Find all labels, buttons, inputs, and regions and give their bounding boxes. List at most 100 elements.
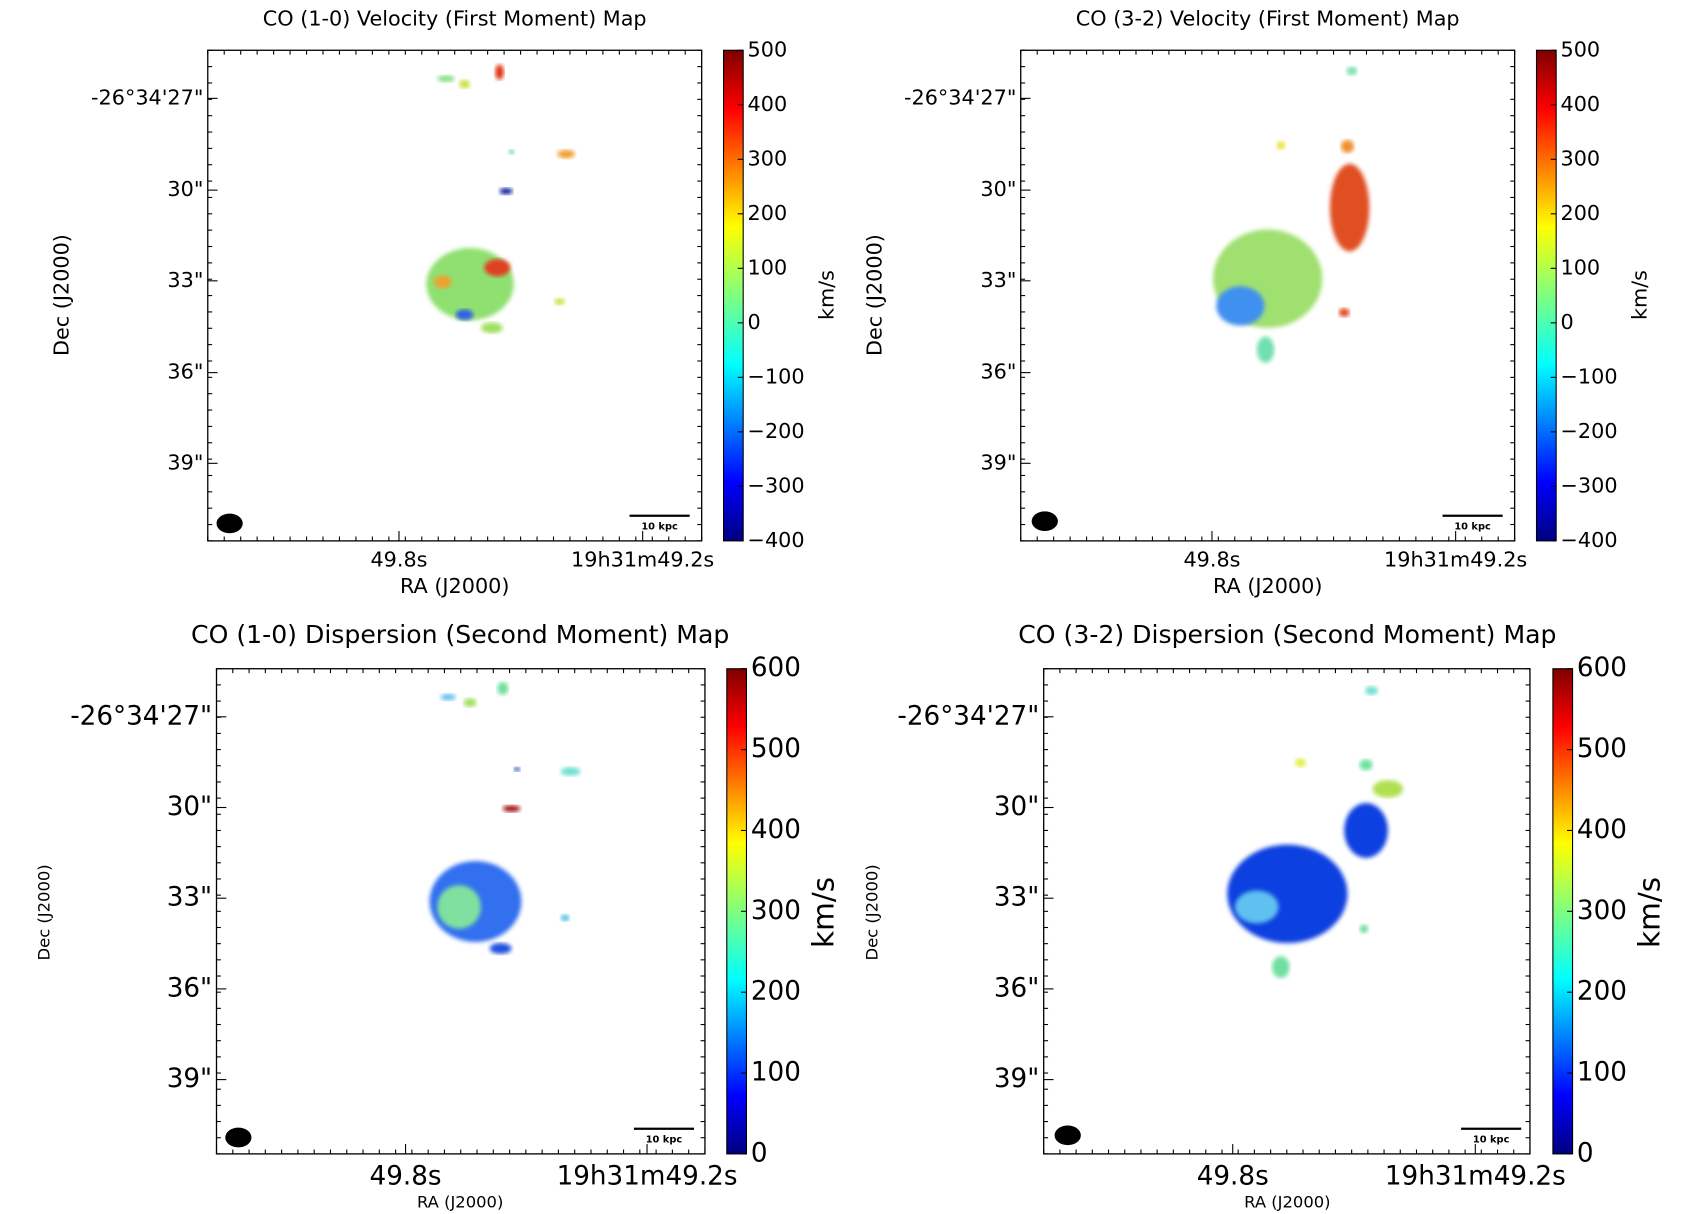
y-tick-label: -26°34'27" [91,85,203,109]
emission-region [1256,336,1275,363]
panel-title: CO (3-2) Dispersion (Second Moment) Map [1018,620,1556,649]
emission-region [560,767,581,776]
y-axis-label: Dec (J2000) [863,864,882,960]
colorbar-tick-label: 0 [751,1138,768,1168]
colorbar-tick-label: 400 [1577,815,1627,845]
emission-region [489,943,512,954]
y-tick-label: 33" [167,883,212,913]
emission-region [480,322,503,334]
colorbar-tick-label: 400 [751,815,801,845]
colorbar-tick-label: −400 [1561,528,1618,552]
emission-region [1346,66,1358,76]
panel-title: CO (1-0) Velocity (First Moment) Map [263,7,647,31]
scale-bar-label: 10 kpc [646,1135,683,1146]
colorbar-tick-label: 300 [748,146,788,170]
colorbar-tick-label: 200 [748,201,788,225]
colorbar-tick-label: −100 [1561,364,1618,388]
x-axis-label: RA (J2000) [417,1193,503,1212]
y-tick-label: 30" [994,792,1039,822]
colorbar-tick-label: 100 [751,1058,801,1088]
x-tick-label: 19h31m49.2s [1384,548,1527,572]
emission-region [502,805,521,812]
emission-region [1372,780,1404,798]
y-tick-label: 33" [980,268,1016,292]
x-tick-label: 49.8s [1197,1161,1269,1191]
colorbar-tick-label: −300 [748,473,805,497]
emission-region [1359,759,1373,771]
x-axis-label: RA (J2000) [1213,574,1322,598]
x-tick-label: 49.8s [370,548,427,572]
emission-region [1344,803,1388,858]
colorbar-label: km/s [807,877,841,948]
beam [1054,1125,1081,1146]
colorbar-tick-label: −400 [748,528,805,552]
colorbar-tick-label: 500 [1561,37,1601,61]
y-tick-label: 36" [994,973,1039,1003]
y-tick-label: 39" [167,1064,212,1094]
y-tick-label: -26°34'27" [904,85,1016,109]
x-tick-label: 19h31m49.2s [571,548,714,572]
colorbar-tick-label: 0 [1577,1138,1594,1168]
y-tick-label: 39" [167,450,203,474]
beam [225,1127,252,1148]
emission-region [463,698,477,707]
emission-region [557,149,575,159]
colorbar-tick-label: −200 [1561,419,1618,443]
y-tick-label: 36" [167,360,203,384]
emission-region [484,258,511,277]
y-tick-label: 36" [980,360,1016,384]
colorbar-tick-label: 500 [751,734,801,764]
beam [216,513,243,534]
colorbar-tick-label: 100 [748,255,788,279]
x-axis-label: RA (J2000) [400,574,509,598]
emission-region [1276,140,1286,150]
y-tick-label: 30" [167,177,203,201]
panel-title: CO (3-2) Velocity (First Moment) Map [1076,7,1460,31]
emission-region [1234,890,1279,924]
emission-region [1295,758,1306,768]
x-tick-label: 19h31m49.2s [557,1161,738,1191]
scale-bar-label: 10 kpc [1454,522,1491,533]
emission-region [560,914,570,922]
colorbar-tick-label: −100 [748,364,805,388]
colorbar-tick-label: 200 [751,977,801,1007]
y-tick-label: 39" [994,1064,1039,1094]
emission-region [440,693,456,701]
emission-region [455,309,474,321]
colorbar-tick-label: 500 [748,37,788,61]
y-axis-label: Dec (J2000) [862,234,886,356]
emission-region [1338,308,1350,317]
colorbar-tick-label: 0 [1561,310,1574,334]
panel: CO (3-2) Dispersion (Second Moment) Map -… [863,620,1667,1212]
colorbar-label: km/s [1633,877,1667,948]
colorbar-tick-label: 300 [1561,146,1601,170]
emission-region [508,149,515,155]
emission-region [437,885,481,929]
y-tick-label: 36" [167,973,212,1003]
emission-region [1364,686,1379,695]
emission-region [499,187,513,195]
colorbar-tick-label: −200 [748,419,805,443]
y-tick-label: -26°34'27" [897,701,1039,731]
colorbar-tick-label: 100 [1561,255,1601,279]
colorbar-label: km/s [814,270,838,320]
emission-region [1272,956,1290,978]
x-tick-label: 49.8s [370,1161,442,1191]
x-tick-label: 49.8s [1183,548,1240,572]
colorbar-tick-label: −300 [1561,473,1618,497]
y-axis-label: Dec (J2000) [34,864,53,960]
emission-region [1340,139,1355,153]
panel: CO (1-0) Dispersion (Second Moment) Map -… [34,620,840,1212]
panel-title: CO (1-0) Dispersion (Second Moment) Map [191,620,729,649]
panel: CO (1-0) Velocity (First Moment) Map -26°… [49,7,838,598]
y-tick-label: 33" [994,883,1039,913]
emission-region [1359,924,1369,934]
colorbar-tick-label: 400 [1561,92,1601,116]
y-tick-label: 39" [980,450,1016,474]
colorbar-tick-label: 600 [1577,653,1627,683]
y-tick-label: 30" [167,792,212,822]
colorbar-tick-label: 200 [1577,977,1627,1007]
y-tick-label: -26°34'27" [70,701,212,731]
colorbar-tick-label: 0 [748,310,761,334]
